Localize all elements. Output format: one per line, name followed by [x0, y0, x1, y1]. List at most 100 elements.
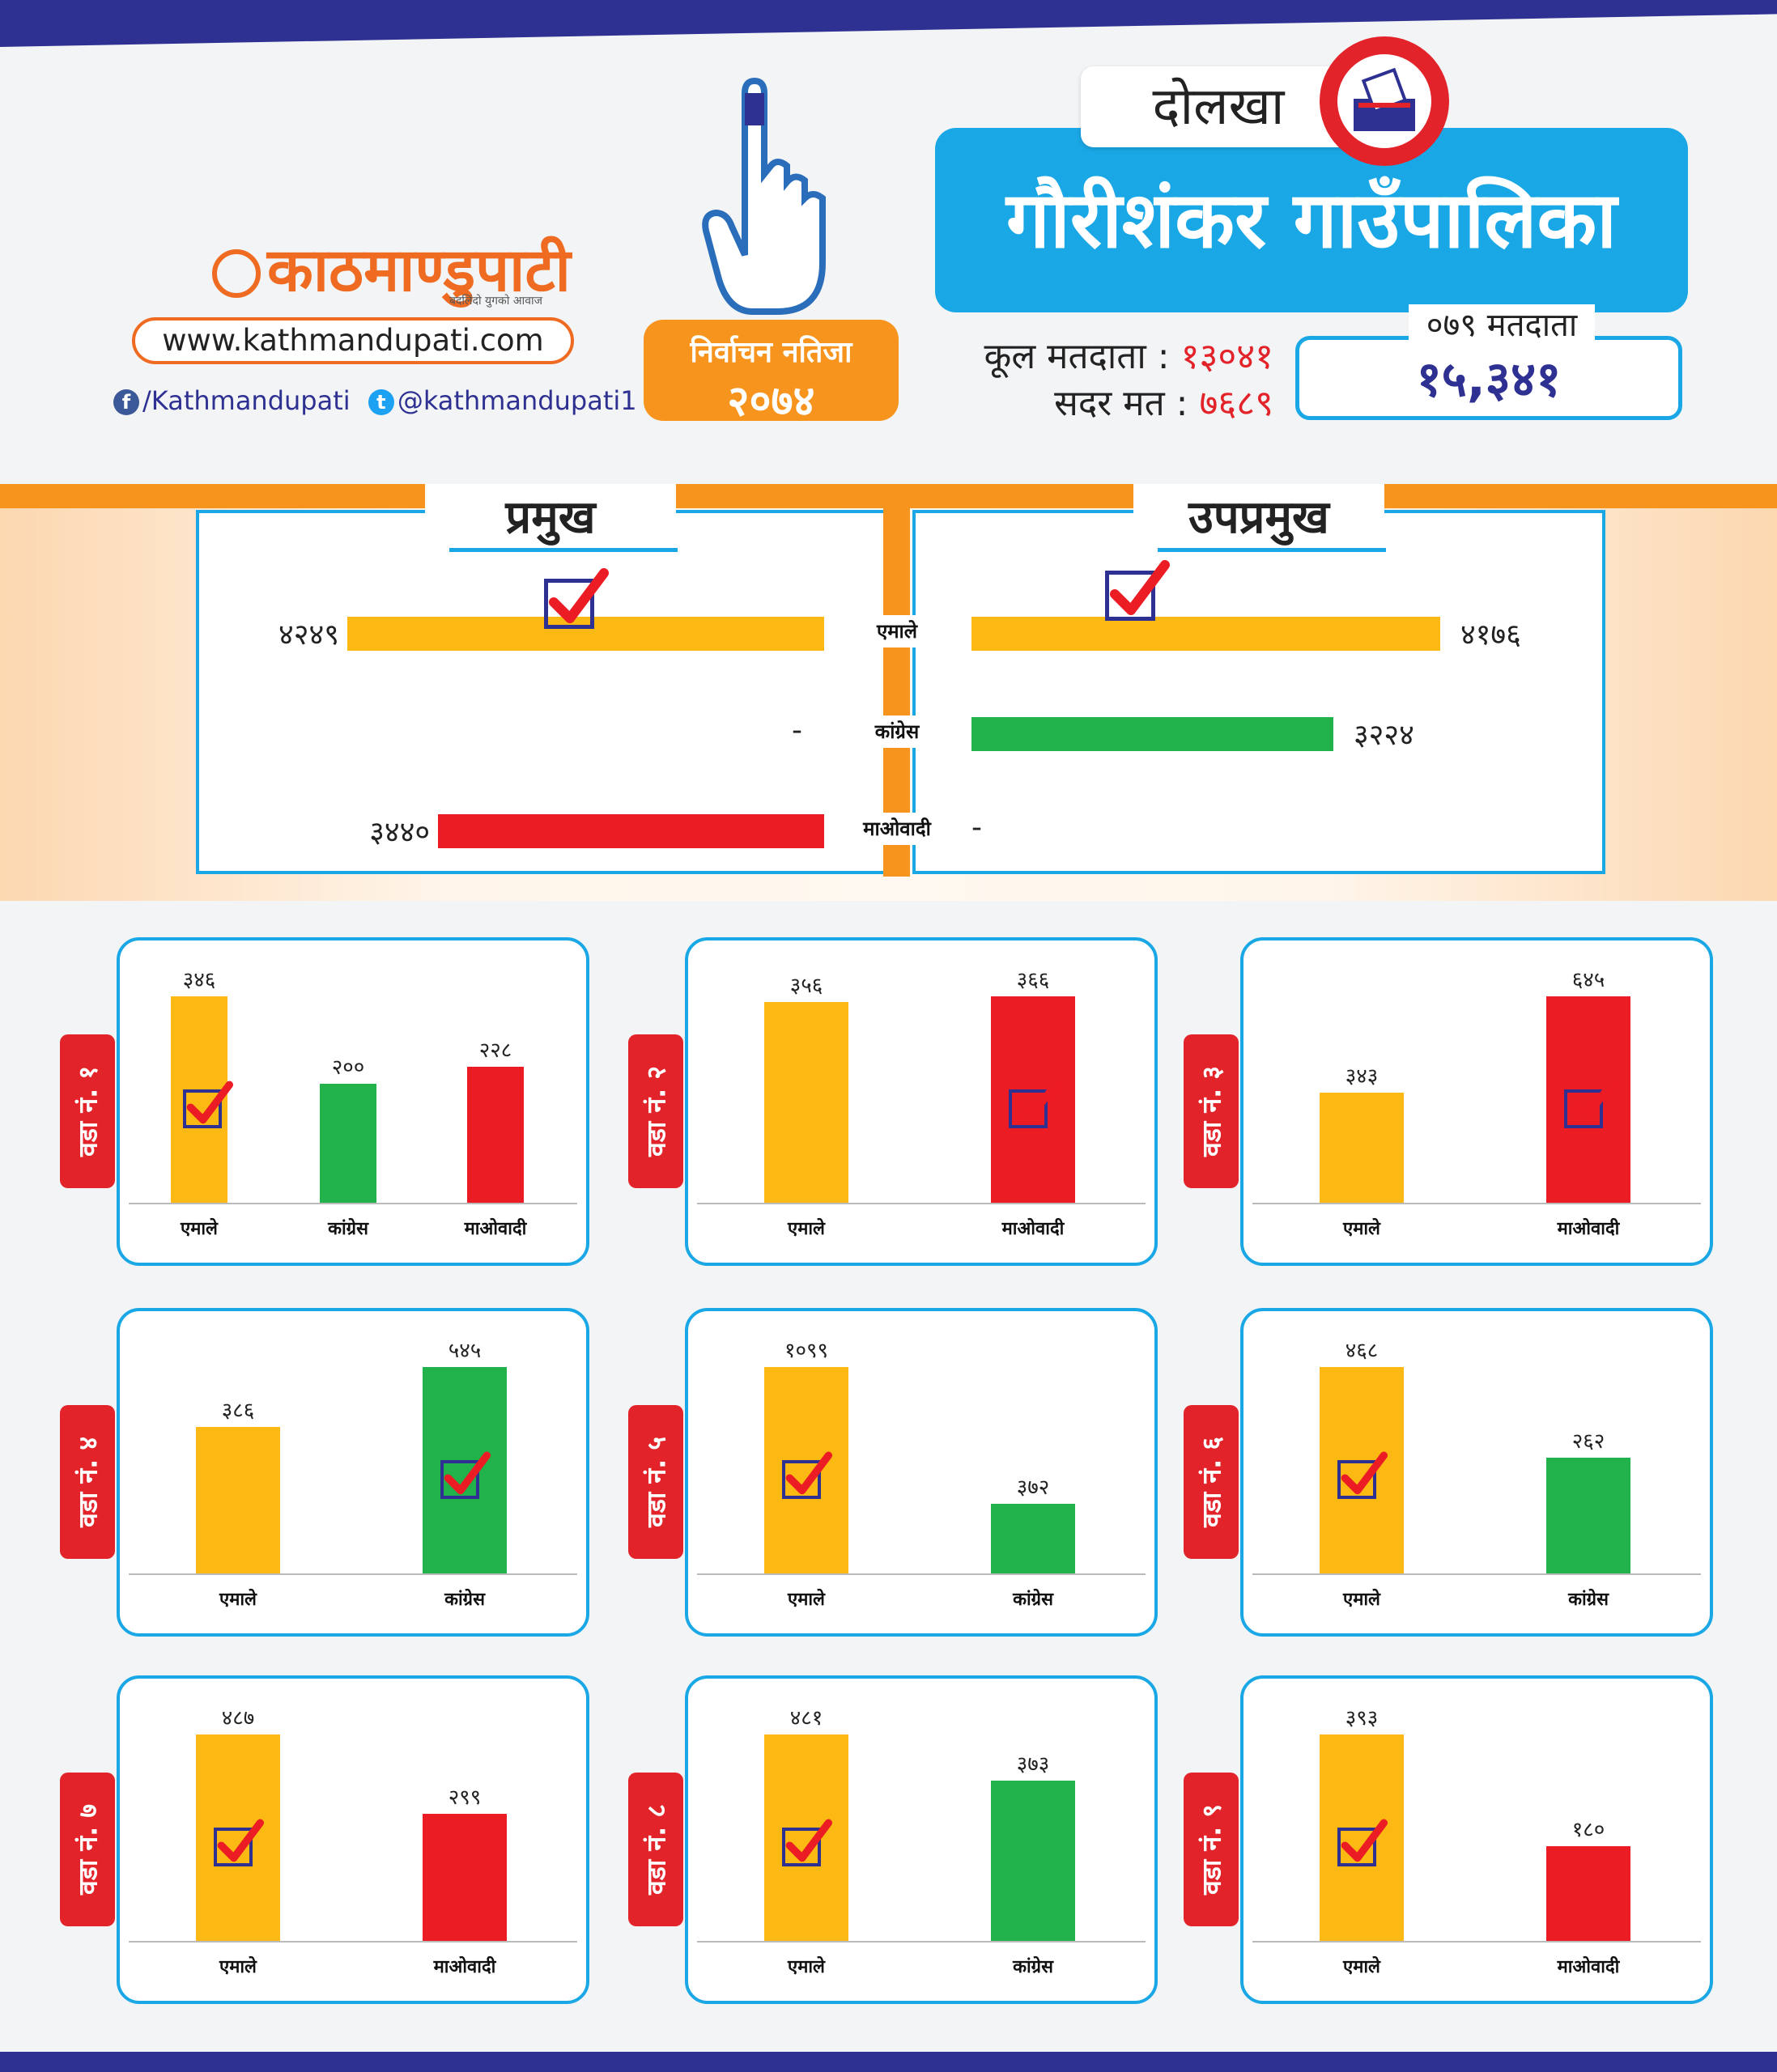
chart-baseline: [697, 1941, 1146, 1942]
ward-bar: [320, 1083, 376, 1203]
ward-label: वडा नं. ५: [640, 1436, 672, 1528]
ward-bar-party: माओवादी: [464, 1219, 527, 1239]
ward-bar-value: ३६६: [1016, 968, 1050, 992]
ward-bar: [991, 996, 1075, 1203]
ward-label: वडा नं. १: [72, 1065, 104, 1157]
winner-check-icon: [440, 1451, 491, 1499]
logo-icon: [212, 249, 261, 299]
ward-bar-party: माओवादी: [433, 1957, 496, 1977]
party-label-1: कांग्रेस: [857, 715, 937, 748]
deputy-title: उपप्रमुख: [1133, 484, 1386, 552]
ward-bar-value: ३९३: [1345, 1706, 1379, 1730]
ward-bar-party: एमाले: [788, 1590, 825, 1610]
ward-label: वडा नं. ९: [1196, 1803, 1227, 1896]
winner-check-icon: [1337, 1451, 1388, 1499]
ward-bar: [764, 1734, 848, 1941]
ward-bar: [467, 1066, 524, 1203]
chief-value-2: ३४४०: [369, 816, 431, 849]
ward-bar: [991, 1781, 1075, 1941]
deputy-bar-0: [971, 617, 1440, 651]
ward-label: वडा नं. ४: [72, 1436, 104, 1528]
ward-card-7: [117, 1675, 589, 2004]
ward-bar-party: एमाले: [1343, 1590, 1380, 1610]
ward-bar-value: ५४५: [448, 1339, 482, 1363]
winner-check-icon: [1337, 1819, 1388, 1866]
ward-bar-value: २६२: [1571, 1429, 1605, 1454]
ward-bar-party: एमाले: [1343, 1957, 1380, 1977]
ward-bar-value: ३७२: [1016, 1475, 1050, 1500]
winner-check-icon: [543, 568, 609, 629]
deputy-value-1: ३२२४: [1353, 719, 1414, 752]
brand-name: काठमाण्डुपाटी: [267, 236, 571, 305]
party-label-0: एमाले: [857, 615, 937, 648]
social-links: f/Kathmandupati t @kathmandupati1: [113, 385, 637, 416]
ward-bar-party: कांग्रेस: [1013, 1590, 1053, 1610]
ward-card-9: [1240, 1675, 1713, 2004]
ward-bar-party: कांग्रेस: [1568, 1590, 1609, 1610]
brand-logo: काठमाण्डुपाटी: [212, 227, 571, 308]
ward-label-tab: वडा नं. ३: [1184, 1034, 1239, 1188]
ward-bar-party: एमाले: [219, 1590, 257, 1610]
ward-card-3: [1240, 937, 1713, 1266]
district-name: दोलखा: [1081, 66, 1356, 147]
ward-card-2: [685, 937, 1158, 1266]
badge-year: २०७४: [727, 377, 815, 426]
ward-bar: [1546, 1458, 1630, 1573]
ward-label-tab: वडा नं. ५: [628, 1405, 683, 1559]
ward-label-tab: वडा नं. २: [628, 1034, 683, 1188]
chief-value-0: ४२४९: [278, 618, 339, 652]
twitter-icon: t: [368, 389, 394, 415]
ward-bar-value: २९९: [448, 1785, 482, 1811]
ward-bar: [423, 1367, 507, 1573]
ward-bar-party: माओवादी: [1557, 1219, 1620, 1239]
ward-card-6: [1240, 1308, 1713, 1637]
ward-bar-party: माओवादी: [1001, 1219, 1065, 1239]
chief-bar-2: [438, 814, 824, 848]
twitter-handle[interactable]: @kathmandupati1: [397, 385, 637, 416]
ward-bar-value: ३७३: [1016, 1752, 1050, 1777]
ward-label: वडा नं. ३: [1196, 1065, 1227, 1157]
ward-bar-value: ४६८: [1345, 1339, 1379, 1363]
website-url[interactable]: www.kathmandupati.com: [132, 317, 574, 364]
facebook-handle[interactable]: /Kathmandupati: [142, 385, 351, 416]
ward-bar-party: एमाले: [1343, 1219, 1380, 1239]
ward-bar-party: कांग्रेस: [1013, 1957, 1053, 1977]
ward-bar-value: ३८६: [221, 1399, 255, 1424]
ward-bar: [196, 1427, 280, 1573]
chart-baseline: [697, 1203, 1146, 1204]
ward-label-tab: वडा नं. ६: [1184, 1405, 1239, 1559]
chart-baseline: [1252, 1573, 1701, 1575]
winner-check-icon: [782, 1819, 832, 1866]
chart-baseline: [129, 1573, 577, 1575]
total-voters-label: कूल मतदाता :: [984, 336, 1170, 377]
ward-label: वडा नं. ६: [1196, 1436, 1227, 1528]
municipality-title: गौरीशंकर गाउँपालिका: [935, 128, 1688, 312]
ward-label-tab: वडा नं. ९: [1184, 1773, 1239, 1926]
chart-baseline: [129, 1941, 577, 1942]
ward-label: वडा नं. २: [640, 1065, 672, 1157]
voting-finger-icon: [702, 77, 826, 315]
chart-baseline: [129, 1203, 577, 1204]
ward-bar-party: एमाले: [788, 1957, 825, 1977]
chart-baseline: [1252, 1941, 1701, 1942]
ward-bar: [1320, 1367, 1404, 1573]
chart-baseline: [697, 1573, 1146, 1575]
ward-bar-value: ४८७: [221, 1706, 255, 1730]
ward-bar-value: १०९९: [784, 1339, 829, 1363]
voters-079-value: १५,३४१: [1416, 351, 1562, 408]
ward-bar: [196, 1734, 280, 1941]
total-voters-value: १३०४१: [1180, 336, 1273, 377]
ward-bar-value: २२८: [478, 1038, 512, 1063]
winner-check-icon: [1009, 1081, 1059, 1128]
ward-bar-value: ३४३: [1345, 1064, 1379, 1089]
ward-card-5: [685, 1308, 1158, 1637]
deputy-panel: [912, 510, 1605, 874]
deputy-bar-1: [971, 717, 1333, 751]
ballot-box-icon-inner: [1337, 54, 1431, 148]
ward-bar-value: १८०: [1571, 1818, 1605, 1843]
top-banner-stripe: [0, 0, 1777, 47]
ward-label-tab: वडा नं. ७: [60, 1773, 115, 1926]
ward-label-tab: वडा नं. ८: [628, 1773, 683, 1926]
voters-079-label: ०७९ मतदाता: [1409, 304, 1595, 346]
ward-bar: [1546, 1846, 1630, 1941]
